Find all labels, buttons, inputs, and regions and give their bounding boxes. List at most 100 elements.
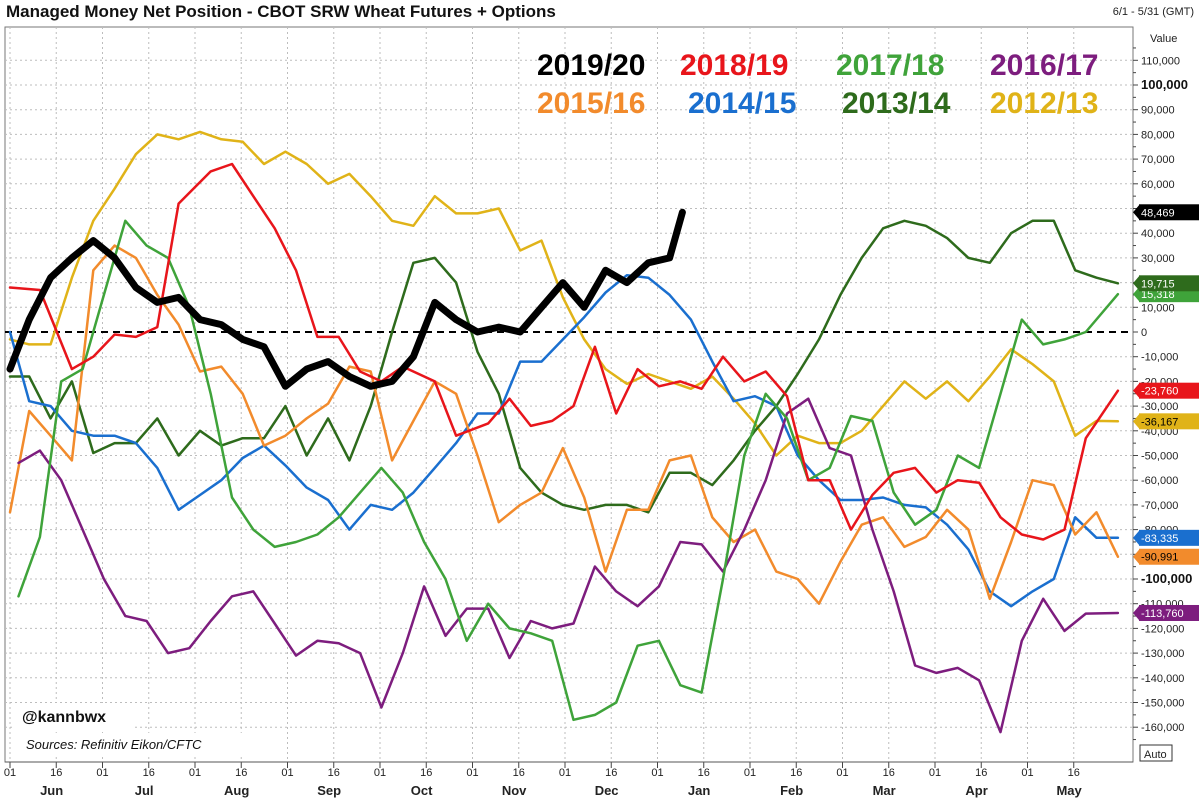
x-day-label: 01 — [96, 767, 108, 779]
value-badge — [1139, 529, 1199, 546]
x-month-label: Jul — [135, 783, 154, 798]
y-tick-label: 110,000 — [1141, 55, 1180, 67]
x-day-label: 16 — [50, 767, 62, 779]
value-badge-label: -90,991 — [1141, 552, 1178, 564]
legend-2015-16: 2015/16 — [537, 87, 645, 120]
badge-pointer — [1133, 383, 1139, 398]
value-badge-label: 19,715 — [1141, 278, 1175, 290]
legend-2019-20: 2019/20 — [537, 49, 645, 82]
x-day-label: 01 — [281, 767, 293, 779]
x-day-label: 16 — [605, 767, 617, 779]
y-tick-label: 60,000 — [1141, 179, 1175, 191]
badge-pointer — [1133, 414, 1139, 429]
y-tick-label: -130,000 — [1141, 648, 1184, 660]
x-day-label: 16 — [975, 767, 987, 779]
value-badge-label: -83,335 — [1141, 533, 1178, 545]
x-day-label: 01 — [559, 767, 571, 779]
sources-box — [14, 733, 242, 755]
y-tick-label: -100,000 — [1141, 571, 1192, 586]
x-day-label: 01 — [4, 767, 16, 779]
x-day-label: 16 — [513, 767, 525, 779]
x-month-label: Feb — [780, 783, 803, 798]
grid — [5, 27, 1133, 762]
badge-pointer — [1133, 530, 1139, 545]
y-tick-label: 10,000 — [1141, 302, 1175, 314]
y-tick-label: -50,000 — [1141, 451, 1178, 463]
x-day-label: 16 — [790, 767, 802, 779]
x-day-label: 16 — [1068, 767, 1080, 779]
handle: @kannbwx — [22, 709, 106, 726]
series-lines — [6, 130, 1120, 734]
y-tick-label: 30,000 — [1141, 253, 1175, 265]
series-line-2013-14 — [8, 219, 1120, 514]
badge-pointer — [1133, 205, 1139, 220]
x-day-label: 01 — [929, 767, 941, 779]
badge-pointer — [1133, 276, 1139, 291]
series-line-2018-19 — [8, 162, 1120, 541]
legend-2014-15: 2014/15 — [688, 87, 796, 120]
x-month-label: Nov — [502, 783, 527, 798]
x-day-label: 16 — [698, 767, 710, 779]
series-line-2019-20 — [6, 208, 686, 390]
y-tick-label: -140,000 — [1141, 673, 1184, 685]
y-tick-label: -120,000 — [1141, 623, 1184, 635]
value-badge — [1139, 548, 1199, 565]
badge-pointer — [1133, 549, 1139, 564]
value-badge — [1139, 604, 1199, 621]
value-badge-label: -36,167 — [1141, 416, 1178, 428]
x-month-label: Dec — [595, 783, 619, 798]
y-tick-label: -60,000 — [1141, 475, 1178, 487]
x-month-label: Aug — [224, 783, 249, 798]
x-day-label: 01 — [651, 767, 663, 779]
y-tick-label: 80,000 — [1141, 129, 1175, 141]
y-tick-label: 0 — [1141, 327, 1147, 339]
x-day-label: 16 — [420, 767, 432, 779]
auto-button[interactable] — [1139, 744, 1173, 762]
series-line-2017-18 — [17, 219, 1120, 722]
plot-area — [4, 26, 1134, 763]
value-axis-label: Value — [1150, 33, 1177, 45]
x-month-label: Oct — [411, 783, 433, 798]
x-month-label: Mar — [873, 783, 896, 798]
y-tick-label: -70,000 — [1141, 500, 1178, 512]
x-day-label: 16 — [328, 767, 340, 779]
value-badge-label: 15,318 — [1141, 289, 1175, 301]
x-axis: 01 16 Jun 01 16 Jul 01 16 Aug 01 16 Sep 01 16 Oct 01 16 N… — [4, 761, 1133, 798]
y-tick-label: -150,000 — [1141, 698, 1184, 710]
y-tick-label: 90,000 — [1141, 105, 1175, 117]
value-badges: 48,469 -23,760 15,318 -113,760 -90,991 -83,33… — [1133, 204, 1199, 621]
x-month-label: Jan — [688, 783, 710, 798]
y-tick-label: -10,000 — [1141, 352, 1178, 364]
y-tick-label: 70,000 — [1141, 154, 1175, 166]
x-day-label: 16 — [235, 767, 247, 779]
date-range: 6/1 - 5/31 (GMT) — [1112, 6, 1194, 18]
legend-2017-18: 2017/18 — [836, 49, 944, 82]
x-month-label: Apr — [965, 783, 987, 798]
legend-2012-13: 2012/13 — [990, 87, 1098, 120]
sources: Sources: Refinitiv Eikon/CFTC — [26, 737, 202, 752]
y-tick-label: 40,000 — [1141, 228, 1175, 240]
series-line-2015-16 — [8, 244, 1120, 605]
x-month-label: Jun — [40, 783, 63, 798]
value-badge — [1139, 275, 1199, 292]
x-day-label: 01 — [189, 767, 201, 779]
x-day-label: 01 — [1021, 767, 1033, 779]
badge-pointer — [1133, 287, 1139, 302]
value-badge-label: -113,760 — [1141, 608, 1184, 620]
x-month-label: May — [1056, 783, 1082, 798]
chart-title: Managed Money Net Position - CBOT SRW Wh… — [6, 2, 556, 21]
x-day-label: 01 — [466, 767, 478, 779]
handle-box — [14, 703, 132, 731]
legend-2018-19: 2018/19 — [680, 49, 788, 82]
y-tick-label: -30,000 — [1141, 401, 1178, 413]
badge-pointer — [1133, 605, 1139, 620]
x-day-label: 01 — [744, 767, 756, 779]
legend-2016-17: 2016/17 — [990, 49, 1098, 82]
auto-button-label: Auto — [1144, 749, 1167, 761]
legend-2013-14: 2013/14 — [842, 87, 951, 120]
x-day-label: 01 — [836, 767, 848, 779]
y-tick-label: 100,000 — [1141, 77, 1188, 92]
x-month-label: Sep — [317, 783, 341, 798]
y-tick-label: -160,000 — [1141, 722, 1184, 734]
